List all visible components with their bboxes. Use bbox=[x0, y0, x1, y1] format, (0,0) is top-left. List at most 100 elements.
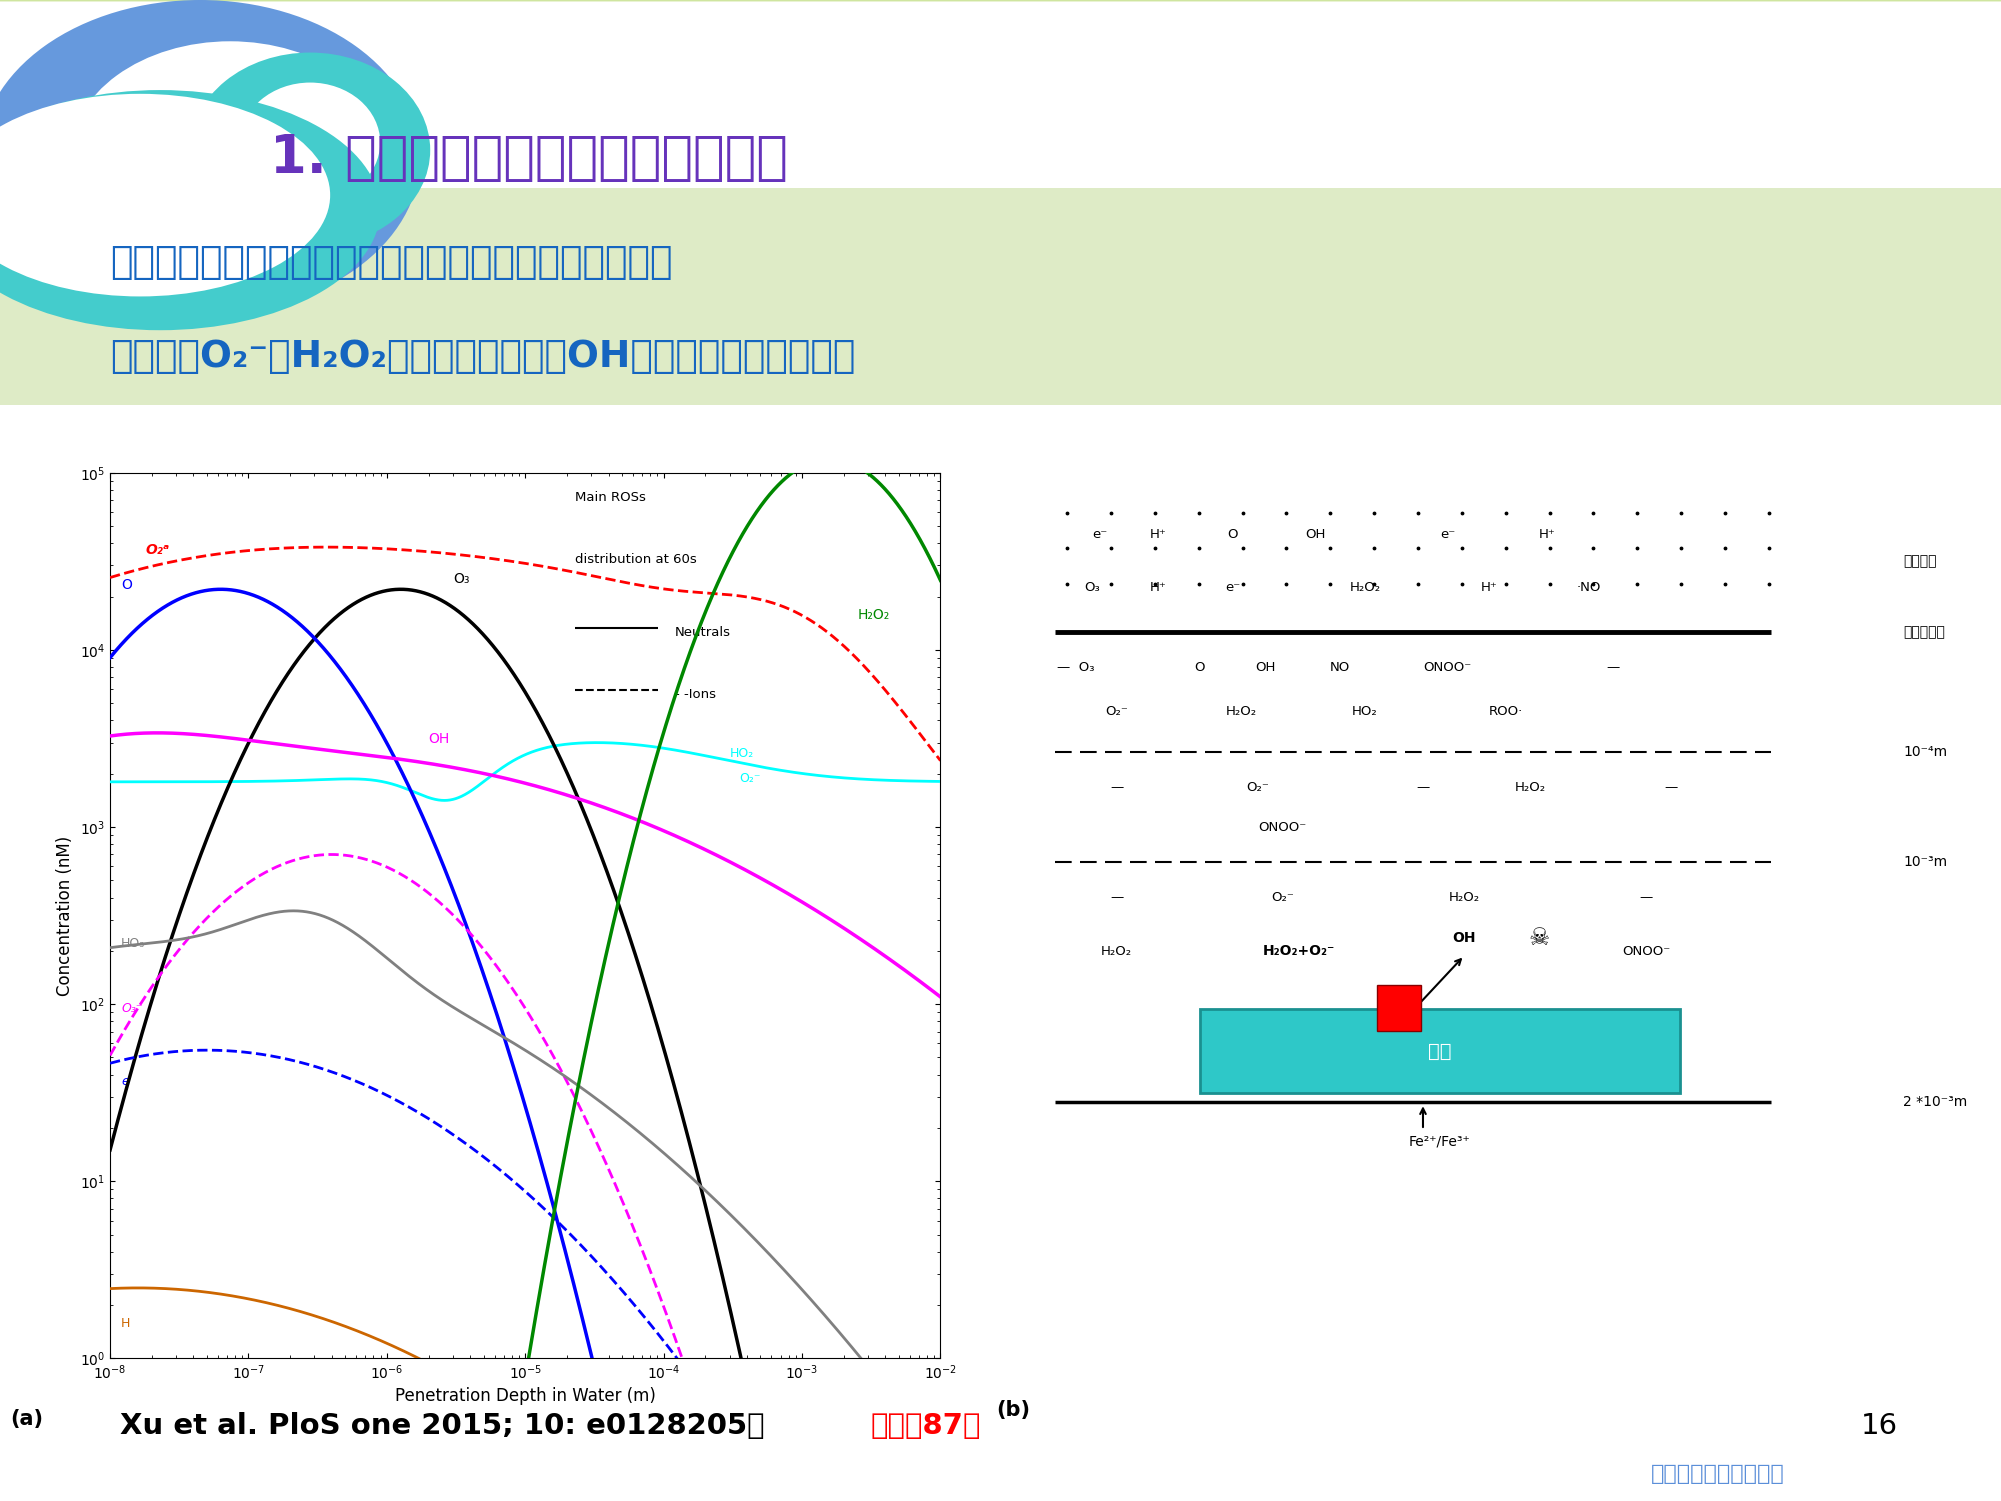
Bar bbox=[0, 2, 2001, 6]
Bar bbox=[0, 3, 2001, 8]
Bar bbox=[0, 0, 2001, 5]
Bar bbox=[0, 3, 2001, 6]
Bar bbox=[0, 2, 2001, 5]
Bar bbox=[0, 2, 2001, 6]
Bar bbox=[0, 2, 2001, 6]
Bar bbox=[0, 3, 2001, 6]
Bar bbox=[0, 0, 2001, 5]
Bar bbox=[0, 2, 2001, 6]
Bar bbox=[0, 2, 2001, 6]
Bar bbox=[0, 2, 2001, 6]
Bar bbox=[0, 2, 2001, 5]
Ellipse shape bbox=[0, 90, 380, 330]
Bar bbox=[0, 3, 2001, 6]
Bar bbox=[0, 2, 2001, 6]
Text: H⁺: H⁺ bbox=[1539, 528, 1555, 542]
Text: O₂⁻: O₂⁻ bbox=[1271, 892, 1295, 905]
Text: 10⁻⁴m: 10⁻⁴m bbox=[1903, 744, 1947, 760]
Bar bbox=[0, 3, 2001, 6]
Bar bbox=[0, 3, 2001, 6]
Bar bbox=[0, 2, 2001, 6]
Bar bbox=[0, 2, 2001, 6]
Bar bbox=[0, 3, 2001, 8]
Bar bbox=[0, 3, 2001, 8]
Bar bbox=[0, 2, 2001, 5]
Bar bbox=[0, 2, 2001, 5]
Bar bbox=[0, 2, 2001, 6]
Text: e: e bbox=[120, 1075, 128, 1088]
Bar bbox=[0, 3, 2001, 6]
Bar bbox=[0, 2, 2001, 6]
Bar bbox=[0, 3, 2001, 6]
Bar bbox=[0, 0, 2001, 5]
Bar bbox=[0, 3, 2001, 6]
Bar bbox=[0, 3, 2001, 6]
Bar bbox=[0, 3, 2001, 6]
Text: —: — bbox=[1665, 781, 1679, 794]
Bar bbox=[0, 2, 2001, 6]
Bar bbox=[0, 3, 2001, 6]
Bar bbox=[0, 3, 2001, 8]
Bar bbox=[0, 2, 2001, 5]
Bar bbox=[0, 3, 2001, 6]
Text: O₃: O₃ bbox=[452, 572, 470, 585]
Text: O₂⁻: O₂⁻ bbox=[738, 772, 760, 785]
Bar bbox=[0, 0, 2001, 5]
Bar bbox=[0, 3, 2001, 6]
Bar bbox=[0, 2, 2001, 6]
Bar bbox=[0, 2, 2001, 6]
Bar bbox=[0, 0, 2001, 5]
Text: O₃: O₃ bbox=[1085, 581, 1101, 594]
Text: O: O bbox=[1195, 660, 1205, 674]
Bar bbox=[0, 3, 2001, 8]
Bar bbox=[0, 2, 2001, 5]
Bar bbox=[0, 0, 2001, 5]
Bar bbox=[0, 2, 2001, 5]
Bar bbox=[0, 3, 2001, 8]
Bar bbox=[0, 3, 2001, 6]
Bar bbox=[0, 3, 2001, 6]
Bar bbox=[0, 3, 2001, 8]
Text: O: O bbox=[1227, 528, 1239, 542]
Bar bbox=[0, 0, 2001, 3]
Bar bbox=[0, 2, 2001, 5]
Bar bbox=[0, 3, 2001, 8]
Bar bbox=[0, 3, 2001, 6]
Bar bbox=[0, 3, 2001, 6]
Bar bbox=[0, 3, 2001, 8]
Bar bbox=[0, 0, 2001, 5]
Bar bbox=[0, 0, 2001, 5]
Bar bbox=[0, 3, 2001, 6]
Bar bbox=[0, 3, 2001, 6]
Bar bbox=[0, 2, 2001, 5]
Text: ROO·: ROO· bbox=[1489, 705, 1523, 719]
Bar bbox=[0, 2, 2001, 5]
Bar bbox=[0, 3, 2001, 6]
Bar bbox=[0, 3, 2001, 8]
Text: ONOO⁻: ONOO⁻ bbox=[1623, 944, 1671, 958]
Bar bbox=[0, 0, 2001, 5]
Bar bbox=[0, 2, 2001, 6]
Bar bbox=[0, 2, 2001, 5]
Bar bbox=[0, 0, 2001, 5]
Text: HO₂: HO₂ bbox=[1353, 705, 1379, 719]
Ellipse shape bbox=[20, 143, 340, 293]
Text: H₂O₂+O₂⁻: H₂O₂+O₂⁻ bbox=[1263, 944, 1335, 958]
Bar bbox=[0, 2, 2001, 6]
Bar bbox=[0, 2, 2001, 5]
Text: H₂O₂: H₂O₂ bbox=[1449, 892, 1481, 905]
Bar bbox=[0, 2, 2001, 5]
Bar bbox=[0, 0, 2001, 5]
Bar bbox=[0, 0, 2001, 5]
Text: H₂O₂: H₂O₂ bbox=[1515, 781, 1547, 794]
Bar bbox=[0, 3, 2001, 6]
Bar bbox=[0, 2, 2001, 5]
Bar bbox=[0, 3, 2001, 8]
Text: —: — bbox=[1417, 781, 1429, 794]
Bar bbox=[0, 3, 2001, 6]
Bar bbox=[0, 3, 2001, 6]
Bar bbox=[0, 2, 2001, 6]
Bar bbox=[0, 3, 2001, 8]
Bar bbox=[0, 3, 2001, 8]
Bar bbox=[0, 3, 2001, 6]
